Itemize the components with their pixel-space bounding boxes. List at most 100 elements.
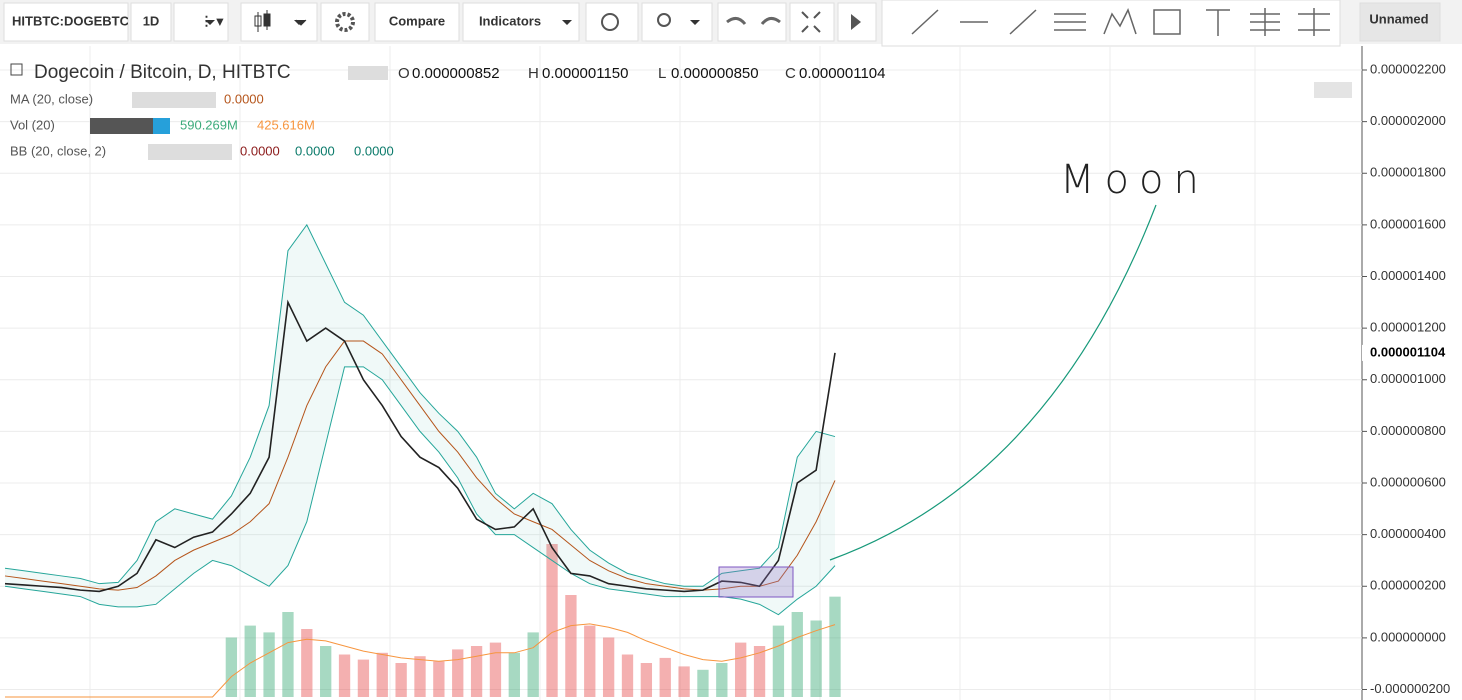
undo-redo[interactable] (717, 2, 787, 42)
last-price-box (1362, 344, 1462, 361)
l-key: L (658, 65, 666, 82)
volume-bar (489, 642, 502, 697)
volume-bar (395, 663, 407, 697)
y-tick-label: 0.000001800 (1370, 165, 1446, 180)
volume-bar (584, 625, 596, 697)
last-price-label: 0.000001104 (1370, 344, 1446, 359)
volume-bar (829, 596, 841, 697)
ma-controls[interactable] (132, 92, 216, 108)
plot (4, 223, 841, 698)
y-tick-label: 0.000002200 (1370, 61, 1446, 76)
gear-icon (335, 12, 355, 32)
y-tick-label: 0.000000600 (1370, 474, 1446, 489)
ideas-button[interactable] (641, 2, 713, 42)
play-icon (851, 14, 861, 30)
volume-bar (678, 666, 690, 697)
o-value: 0.000000852 (412, 65, 500, 82)
volume-bar (546, 544, 558, 697)
alert-button[interactable] (585, 2, 639, 42)
y-tick-label: 0.000001400 (1370, 268, 1446, 283)
layout-button[interactable] (1359, 2, 1441, 42)
alarm-icon (601, 13, 619, 31)
y-tick-label: 0.000001600 (1370, 216, 1446, 231)
symbol-button[interactable] (3, 2, 129, 42)
scale-controls[interactable] (1314, 82, 1352, 98)
settings-button[interactable] (320, 2, 370, 42)
c-value: 0.000001104 (799, 65, 885, 82)
volume-bar (791, 612, 803, 697)
layout-name: Unnamed (1369, 11, 1428, 26)
indicators-label: Indicators (479, 13, 541, 28)
volume-bar (621, 654, 634, 697)
vol-value: 590.269M (180, 117, 238, 132)
volume-bar (810, 620, 822, 697)
rectangle-drawing[interactable] (718, 566, 794, 598)
volume-bar (470, 646, 483, 697)
volume-bar (263, 632, 275, 697)
volume-bar (357, 659, 370, 697)
bb-basis: 0.0000 (240, 143, 280, 158)
fullscreen-button[interactable] (789, 2, 835, 42)
volume-bar (452, 649, 464, 697)
y-tick-label: 0.000001000 (1370, 371, 1446, 386)
chart-type-button[interactable] (240, 2, 318, 42)
volume-bar (640, 663, 653, 697)
vol-controls[interactable] (90, 118, 170, 134)
y-tick-label: -0.000000200 (1370, 681, 1450, 696)
vol-name: Vol (20) (10, 117, 55, 132)
h-key: H (528, 65, 539, 82)
ma-value: 0.0000 (224, 91, 264, 106)
menu-button[interactable] (173, 2, 229, 42)
volume-bar (301, 629, 313, 697)
series-line (4, 366, 836, 616)
drawing-toolbar (881, 0, 1341, 47)
volume-bar (338, 654, 351, 697)
volume-bar (772, 625, 785, 697)
volume-bar (225, 637, 238, 697)
y-tick-label: 0.000000200 (1370, 578, 1446, 593)
volume-ma-line (5, 623, 836, 698)
volume-bar (716, 663, 728, 697)
interval-button[interactable] (130, 2, 172, 42)
drawing-tools (911, 8, 1330, 36)
volume-bar (414, 656, 426, 697)
series-line (4, 223, 836, 587)
compare-label: Compare (389, 13, 445, 28)
bulb-icon (657, 13, 671, 27)
moon-curve[interactable] (829, 204, 1157, 561)
vol-close[interactable] (153, 118, 170, 134)
y-tick-label: 0.000000000 (1370, 629, 1446, 644)
bb-controls[interactable] (148, 144, 232, 160)
legend: Dogecoin / Bitcoin, D, HITBTC O 0.000000… (10, 62, 1352, 160)
bb-lower: 0.0000 (354, 143, 394, 158)
interval: 1D (143, 13, 160, 28)
main-controls[interactable] (348, 66, 388, 80)
undo-redo-icons (726, 17, 781, 25)
volume-bar (244, 625, 256, 697)
series-line (4, 340, 836, 591)
indicators-button[interactable] (462, 2, 580, 42)
o-key: O (398, 65, 410, 82)
volume-bar (697, 669, 709, 697)
bb-name: BB (20, close, 2) (10, 143, 106, 158)
y-tick-label: 0.000002000 (1370, 113, 1446, 128)
symbol: HITBTC:DOGEBTC (12, 13, 130, 28)
volume-bar (376, 652, 388, 697)
volume-bar (735, 642, 747, 697)
volume-bar (527, 632, 539, 697)
volume-bar (565, 595, 577, 697)
collapse-icon[interactable] (10, 63, 23, 76)
volume-bar (320, 646, 332, 697)
y-tick-label: 0.000001200 (1370, 320, 1446, 335)
volume-bar (282, 612, 294, 697)
bb-upper: 0.0000 (295, 143, 335, 158)
toolbar-buttons (3, 0, 1441, 47)
main-title: Dogecoin / Bitcoin, D, HITBTC (34, 62, 291, 83)
compare-button[interactable] (374, 2, 460, 42)
ma-name: MA (20, close) (10, 91, 93, 106)
bb-fill (5, 224, 835, 615)
y-tick-label: 0.000000800 (1370, 423, 1446, 438)
volume-bar (659, 657, 671, 697)
